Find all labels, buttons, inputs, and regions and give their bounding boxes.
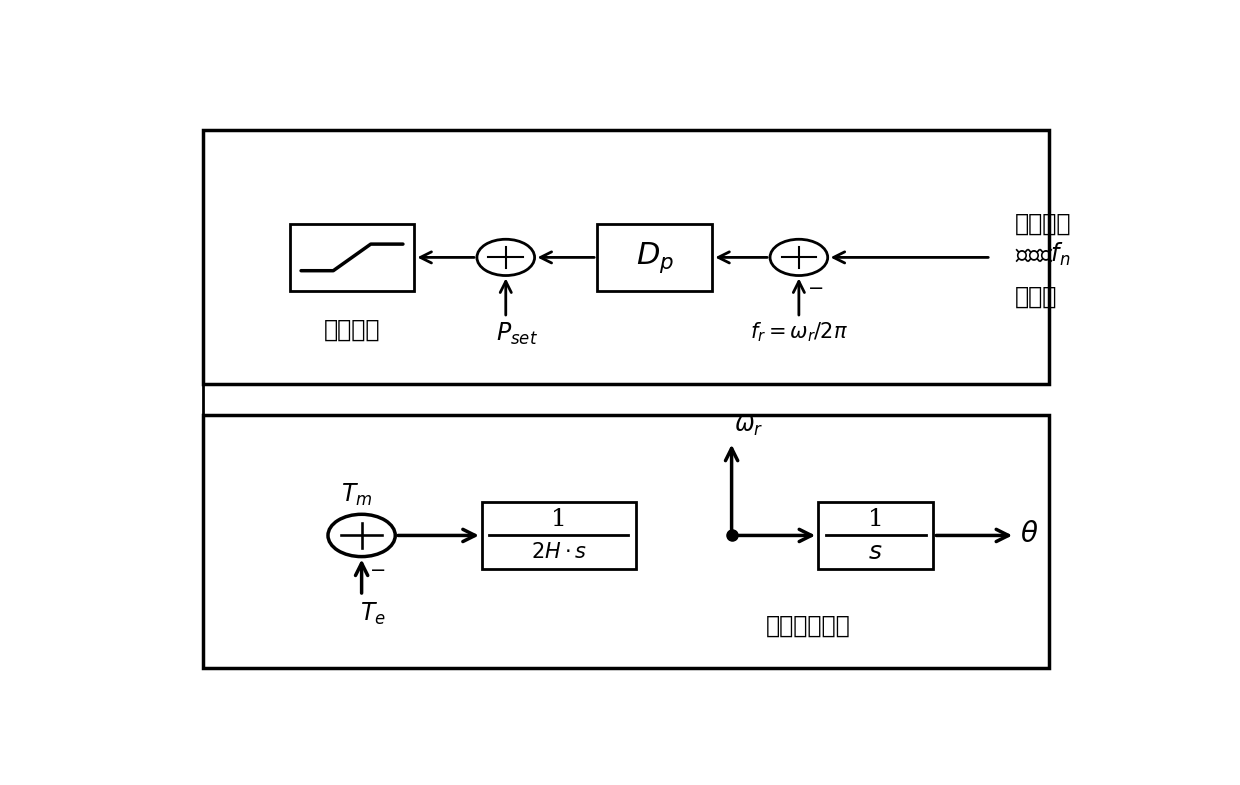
- Text: $D_p$: $D_p$: [636, 240, 673, 275]
- Text: 电网频率: 电网频率: [1016, 212, 1071, 236]
- Text: 调速器: 调速器: [1016, 285, 1058, 309]
- Bar: [596, 225, 712, 290]
- Text: $-$: $-$: [370, 559, 386, 578]
- Text: $s$: $s$: [868, 541, 883, 564]
- Text: 1: 1: [551, 508, 567, 531]
- Text: $T_e$: $T_e$: [361, 601, 386, 627]
- Text: $\theta$: $\theta$: [1019, 520, 1038, 548]
- Text: $2H\cdot s$: $2H\cdot s$: [531, 542, 587, 562]
- Bar: [290, 225, 414, 290]
- Circle shape: [770, 239, 828, 276]
- Circle shape: [477, 239, 534, 276]
- Text: 1: 1: [868, 508, 884, 531]
- Text: $f_r=\omega_r/2\pi$: $f_r=\omega_r/2\pi$: [750, 321, 848, 345]
- Text: $\omega_r$: $\omega_r$: [734, 414, 764, 437]
- Circle shape: [327, 514, 396, 557]
- Bar: [203, 130, 1049, 385]
- Text: $T_m$: $T_m$: [341, 482, 372, 508]
- Text: $P_{set}$: $P_{set}$: [496, 321, 538, 347]
- Text: $-$: $-$: [806, 277, 823, 297]
- Bar: [481, 502, 635, 568]
- Text: 设定值$f_n$: 设定值$f_n$: [1016, 241, 1070, 268]
- Bar: [818, 502, 934, 568]
- Bar: [203, 414, 1049, 669]
- Text: 限幅环节: 限幅环节: [324, 318, 381, 341]
- Text: 转子运动方程: 转子运动方程: [766, 614, 851, 638]
